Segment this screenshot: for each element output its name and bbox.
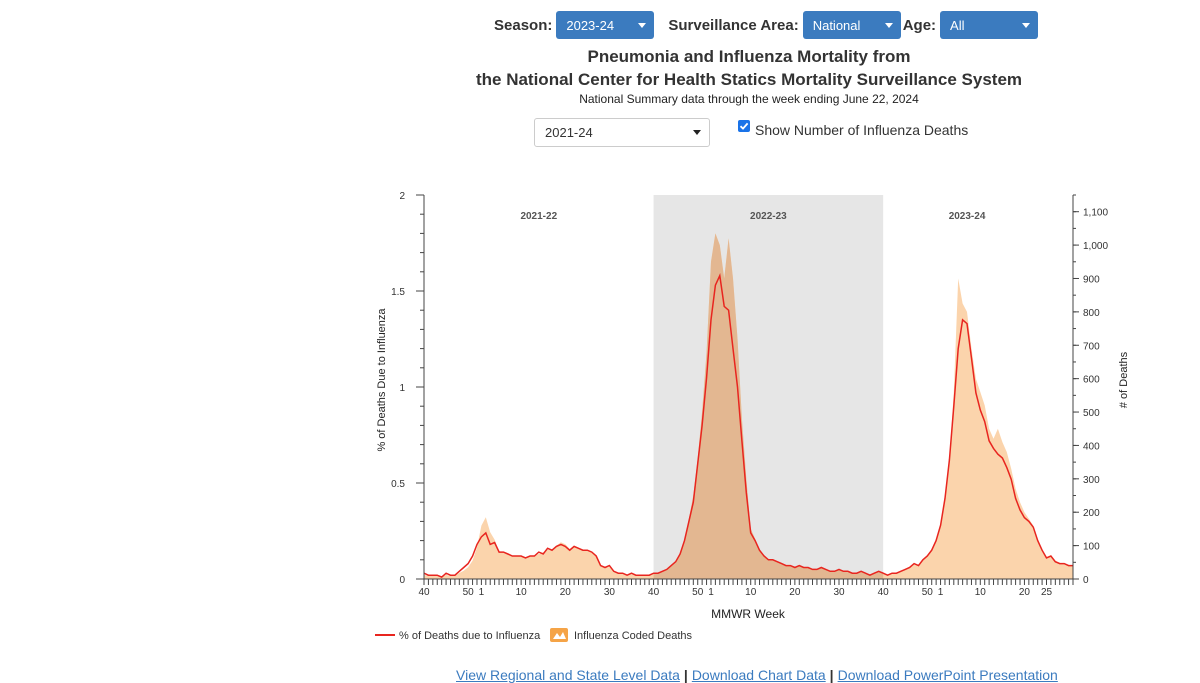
y-right-tick-label: 600: [1083, 375, 1100, 386]
x-tick-label: 1: [479, 587, 485, 598]
chart-title-line1: Pneumonia and Influenza Mortality from: [587, 47, 911, 66]
season-label: 2022-23: [750, 211, 787, 222]
pct-line: [423, 272, 1073, 578]
footer-separator: |: [829, 667, 834, 683]
x-tick-label: 10: [975, 587, 987, 598]
y-right-axis-title: # of Deaths: [1118, 351, 1130, 408]
legend-area-swatch: [550, 628, 568, 642]
season-range-value: 2021-24: [545, 125, 593, 140]
season-shade-2022-23: [653, 195, 884, 579]
season-label: 2023-24: [949, 211, 986, 222]
x-tick-label: 20: [1019, 587, 1031, 598]
age-select[interactable]: All: [940, 11, 1039, 39]
y-right-tick-label: 200: [1083, 508, 1100, 519]
surveillance-area-select[interactable]: National: [802, 11, 901, 39]
x-tick-label: 1: [708, 587, 714, 598]
x-tick-label: 40: [878, 587, 890, 598]
y-left-tick-label: 2: [399, 191, 405, 202]
chevron-down-icon: [1022, 22, 1031, 28]
checkmark-icon: [739, 122, 749, 130]
filter-bar: Season: 2023-24 Surveillance Area: Natio…: [494, 11, 1039, 39]
y-right-tick-label: 1,100: [1083, 208, 1108, 219]
x-tick-label: 20: [789, 587, 801, 598]
show-deaths-label: Show Number of Influenza Deaths: [755, 122, 969, 138]
x-tick-label: 50: [463, 587, 475, 598]
x-tick-label: 50: [692, 587, 704, 598]
chevron-down-icon: [693, 130, 701, 135]
legend-label-pct: % of Deaths due to Influenza: [399, 630, 541, 642]
y-right-tick-label: 500: [1083, 408, 1100, 419]
y-left-tick-label: 1.5: [391, 287, 405, 298]
footer-links: View Regional and State Level Data | Downl…: [456, 667, 1058, 683]
x-tick-label: 30: [604, 587, 616, 598]
y-left-tick-label: 0: [399, 575, 405, 586]
season-label: 2021-22: [520, 211, 557, 222]
download-chart-data-link[interactable]: Download Chart Data: [691, 667, 826, 683]
y-right-tick-label: 700: [1083, 341, 1100, 352]
age-label: Age:: [902, 16, 937, 34]
chevron-down-icon: [638, 22, 647, 28]
y-left-tick-label: 0.5: [391, 479, 405, 490]
regional-data-link[interactable]: View Regional and State Level Data: [456, 667, 680, 683]
y-right-tick-label: 800: [1083, 308, 1100, 319]
area-select-value: National: [812, 17, 861, 33]
y-right-tick-label: 0: [1083, 575, 1089, 586]
x-tick-label: 40: [648, 587, 660, 598]
y-left-tick-label: 1: [399, 383, 405, 394]
x-tick-label: 25: [1041, 587, 1053, 598]
footer-separator: |: [683, 667, 688, 683]
legend-label-deaths: Influenza Coded Deaths: [574, 630, 693, 642]
y-right-tick-label: 900: [1083, 274, 1100, 285]
show-deaths-toggle[interactable]: Show Number of Influenza Deaths: [738, 120, 969, 138]
x-tick-label: 30: [833, 587, 845, 598]
season-range-select[interactable]: 2021-24: [534, 118, 710, 147]
season-select[interactable]: 2023-24: [556, 11, 655, 39]
y-right-tick-label: 400: [1083, 441, 1100, 452]
chevron-down-icon: [884, 22, 893, 28]
show-deaths-checkbox[interactable]: [738, 120, 750, 132]
y-right-tick-label: 100: [1083, 542, 1100, 553]
x-tick-label: 1: [938, 587, 944, 598]
x-tick-label: 10: [745, 587, 757, 598]
age-select-value: All: [950, 17, 965, 33]
x-tick-label: 20: [560, 587, 572, 598]
x-tick-label: 50: [922, 587, 934, 598]
surveillance-area-label: Surveillance Area:: [668, 16, 799, 34]
y-left-axis-title: % of Deaths Due to Influenza: [376, 308, 388, 452]
download-powerpoint-link[interactable]: Download PowerPoint Presentation: [837, 667, 1058, 683]
chart-subtitle: National Summary data through the week e…: [579, 92, 919, 106]
x-tick-label: 40: [418, 587, 430, 598]
x-tick-label: 10: [516, 587, 528, 598]
season-select-value: 2023-24: [566, 17, 615, 33]
y-right-tick-label: 1,000: [1083, 241, 1108, 252]
chart-title-line2: the National Center for Health Statics M…: [475, 70, 1023, 89]
x-axis-title: MMWR Week: [711, 607, 786, 621]
legend-area-icon: [553, 632, 566, 639]
y-right-tick-label: 300: [1083, 475, 1100, 486]
season-label: Season:: [494, 16, 553, 34]
